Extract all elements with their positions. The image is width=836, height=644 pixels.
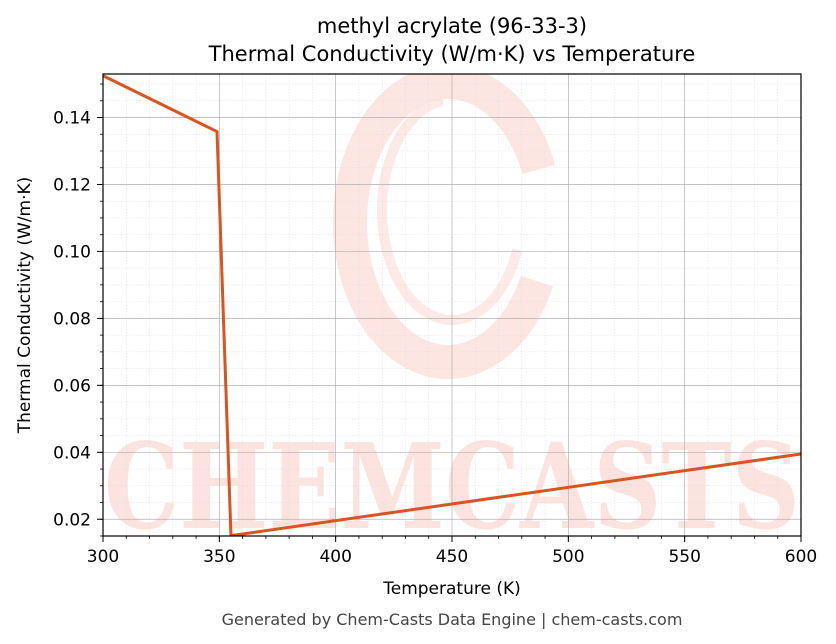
- y-tick-label: 0.10: [53, 242, 91, 262]
- x-tick-label: 350: [203, 547, 235, 567]
- footer-credit: Generated by Chem-Casts Data Engine | ch…: [222, 610, 683, 629]
- chart-title-line2: Thermal Conductivity (W/m·K) vs Temperat…: [208, 42, 696, 66]
- x-tick-label: 550: [668, 547, 700, 567]
- x-tick-label: 300: [87, 547, 119, 567]
- y-axis-label: Thermal Conductivity (W/m·K): [15, 177, 35, 435]
- y-tick-label: 0.02: [53, 510, 91, 530]
- x-tick-label: 600: [785, 547, 817, 567]
- series-layer: [103, 74, 801, 536]
- watermark-logo-ring: [333, 74, 563, 379]
- x-axis-label: Temperature (K): [382, 579, 521, 599]
- x-axis: 300 350 400 450 500 550 600: [87, 536, 817, 567]
- y-axis: 0.02 0.04 0.06 0.08 0.10 0.12 0.14: [53, 83, 103, 537]
- y-tick-label: 0.14: [53, 109, 91, 129]
- x-tick-label: 500: [552, 547, 584, 567]
- x-tick-label: 450: [436, 547, 468, 567]
- series-line: [103, 74, 801, 536]
- x-tick-label: 400: [319, 547, 351, 567]
- y-tick-label: 0.04: [53, 443, 91, 463]
- y-tick-label: 0.06: [53, 376, 91, 396]
- chart-title-line1: methyl acrylate (96-33-3): [317, 14, 587, 38]
- y-tick-label: 0.12: [53, 175, 91, 195]
- y-tick-label: 0.08: [53, 309, 91, 329]
